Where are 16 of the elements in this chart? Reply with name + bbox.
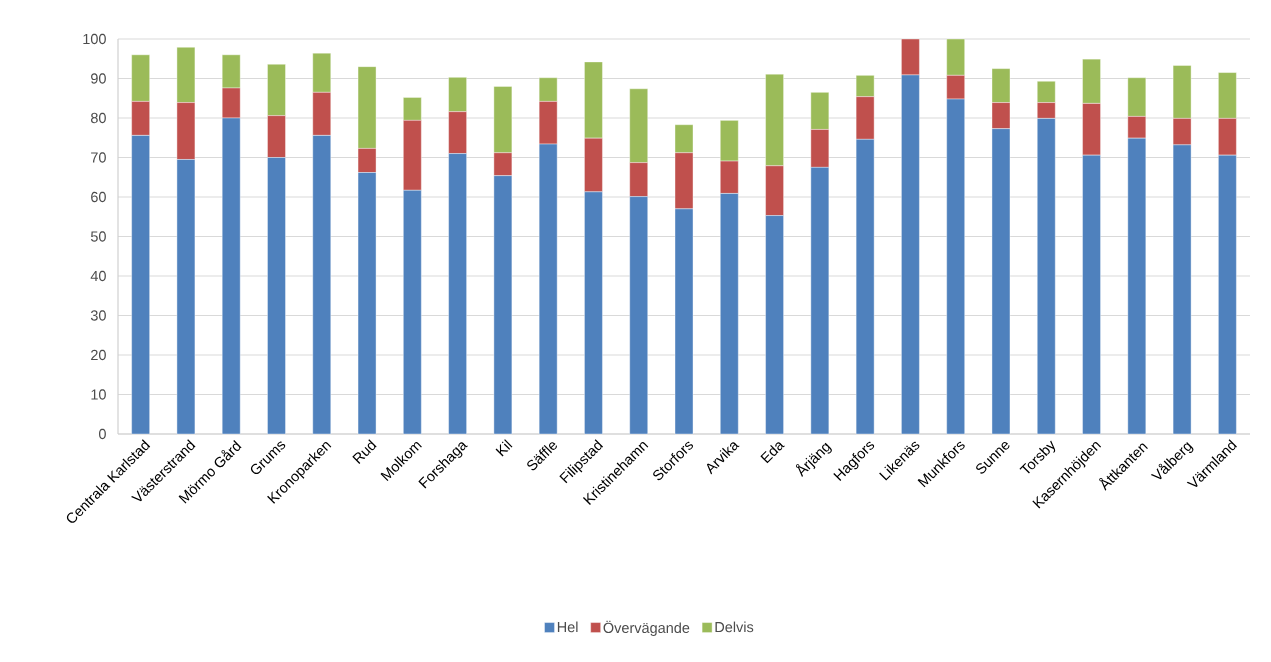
y-tick-label: 60: [91, 191, 106, 203]
y-tick-label: 0: [98, 428, 106, 440]
x-tick-label: Eda: [760, 442, 785, 464]
y-tick-label: 10: [91, 389, 106, 400]
legend-label: Övervägande: [603, 620, 690, 636]
legend-label: Delvis: [715, 621, 754, 633]
legend-label: Hel: [557, 621, 578, 633]
y-tick-label: 80: [90, 112, 106, 124]
y-tick-label: 100: [83, 33, 106, 45]
y-tick-label: 30: [90, 310, 106, 321]
y-tick-label: 40: [90, 270, 106, 282]
x-tick-label: Kil: [495, 439, 513, 457]
y-tick-label: 50: [90, 231, 106, 242]
y-tick-label: 90: [91, 73, 106, 84]
y-tick-label: 20: [91, 349, 106, 361]
y-tick-label: 70: [91, 152, 106, 163]
